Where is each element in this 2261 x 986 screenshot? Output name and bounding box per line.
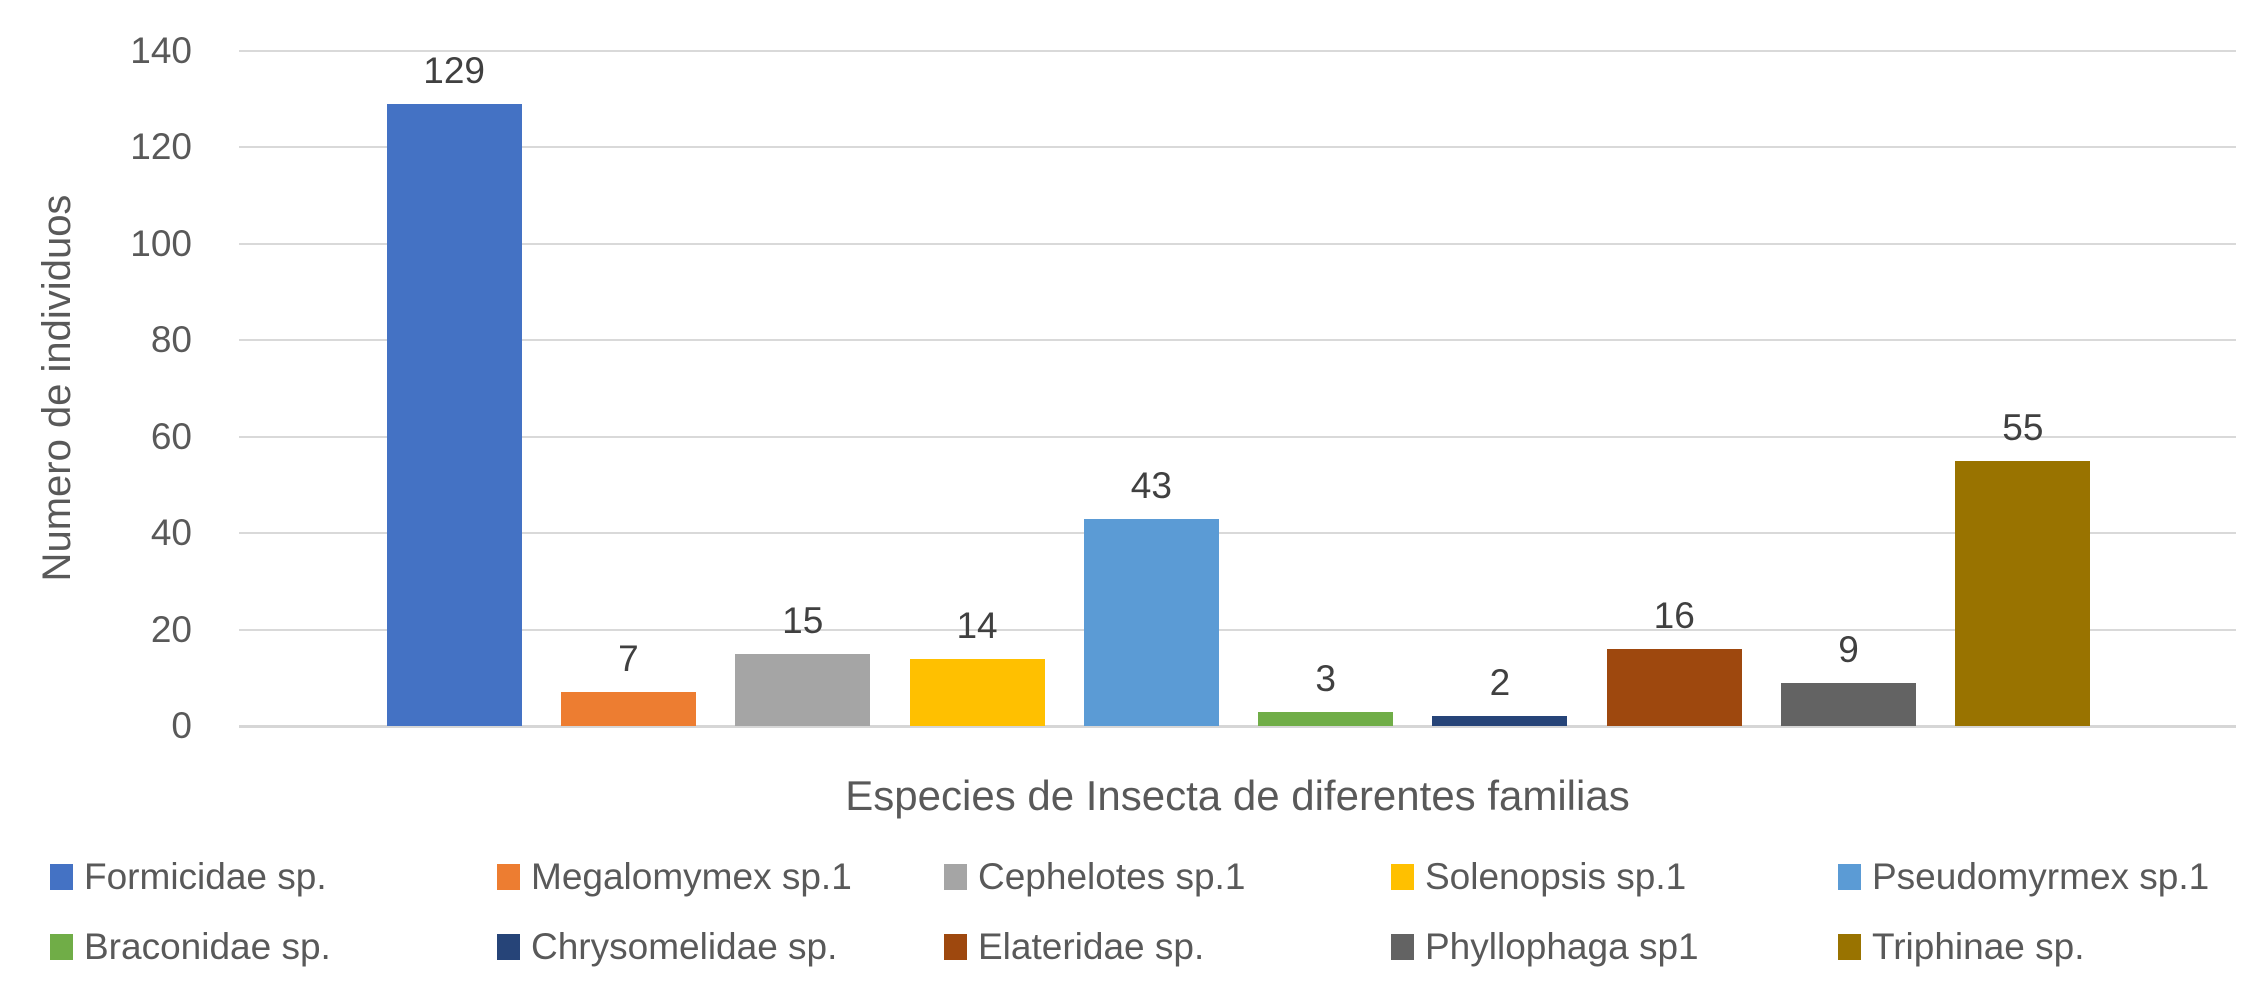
legend-swatch-elateridae-sp [944,934,967,960]
bar-megalomymex-sp-1 [560,692,696,726]
legend-label-megalomymex-sp-1: Megalomymex sp.1 [531,856,852,897]
bar-value-label-formicidae-sp: 129 [423,50,485,92]
bar-value-label-pseudomyrmex-sp-1: 43 [1130,464,1172,506]
legend-swatch-formicidae-sp [50,864,73,890]
y-tick-label-100: 100 [130,222,192,264]
legend: Formicidae sp. Megalomymex sp.1 Cephelotes… [50,842,2261,982]
gridline-100 [239,242,2236,245]
bar-value-label-chrysomelidae-sp: 2 [1489,662,1511,704]
bar-value-label-solenopsis-sp-1: 14 [956,604,998,646]
legend-item-elateridae-sp: Elateridae sp. [944,912,1391,982]
legend-label-pseudomyrmex-sp-1: Pseudomyrmex sp.1 [1872,856,2210,897]
gridline-80 [239,339,2236,342]
legend-label-solenopsis-sp-1: Solenopsis sp.1 [1425,856,1687,897]
gridline-40 [239,532,2236,535]
y-tick-label-80: 80 [150,319,192,361]
gridline-60 [239,435,2236,438]
legend-label-braconidae-sp: Braconidae sp. [84,926,331,967]
y-tick-label-140: 140 [130,30,192,71]
legend-swatch-chrysomelidae-sp [497,934,520,960]
legend-swatch-triphinae-sp [1838,934,1861,960]
gridline-20 [239,628,2236,631]
legend-item-triphinae-sp: Triphinae sp. [1838,912,2261,982]
bar-elateridae-sp [1606,648,1742,726]
legend-item-pseudomyrmex-sp-1: Pseudomyrmex sp.1 [1838,842,2261,912]
bar-pseudomyrmex-sp-1 [1083,518,1219,726]
y-tick-label-0: 0 [171,705,192,746]
bar-braconidae-sp [1258,711,1394,726]
bar-value-label-megalomymex-sp-1: 7 [618,638,639,680]
legend-swatch-phyllophaga-sp1 [1391,934,1414,960]
bar-formicidae-sp [386,104,522,726]
legend-label-cephelotes-sp-1: Cephelotes sp.1 [978,856,1246,897]
legend-item-megalomymex-sp-1: Megalomymex sp.1 [497,842,944,912]
legend-item-formicidae-sp: Formicidae sp. [50,842,497,912]
bar-phyllophaga-sp1 [1781,682,1917,726]
legend-item-braconidae-sp: Braconidae sp. [50,912,497,982]
y-tick-label-60: 60 [150,415,192,457]
legend-item-solenopsis-sp-1: Solenopsis sp.1 [1391,842,1838,912]
y-tick-label-120: 120 [130,126,192,168]
bar-value-label-cephelotes-sp-1: 15 [782,599,824,641]
bar-triphinae-sp [1955,460,2091,726]
legend-label-formicidae-sp: Formicidae sp. [84,856,327,897]
x-axis-title: Especies de Insecta de diferentes famili… [845,772,1630,819]
legend-swatch-braconidae-sp [50,934,73,960]
bar-cephelotes-sp-1 [735,653,871,726]
legend-label-chrysomelidae-sp: Chrysomelidae sp. [531,926,838,967]
y-tick-label-40: 40 [150,512,192,554]
legend-swatch-cephelotes-sp-1 [944,864,967,890]
legend-item-cephelotes-sp-1: Cephelotes sp.1 [944,842,1391,912]
gridline-0 [239,725,2236,728]
legend-swatch-solenopsis-sp-1 [1391,864,1414,890]
bar-value-label-elateridae-sp: 16 [1653,594,1695,636]
legend-item-phyllophaga-sp1: Phyllophaga sp1 [1391,912,1838,982]
y-tick-label-20: 20 [150,608,192,650]
legend-label-phyllophaga-sp1: Phyllophaga sp1 [1425,926,1699,967]
gridline-120 [239,146,2236,149]
legend-swatch-pseudomyrmex-sp-1 [1838,864,1861,890]
legend-label-triphinae-sp: Triphinae sp. [1872,926,2085,967]
legend-swatch-megalomymex-sp-1 [497,864,520,890]
bar-value-label-braconidae-sp: 3 [1315,657,1336,699]
bar-solenopsis-sp-1 [909,658,1045,726]
bar-value-label-phyllophaga-sp1: 9 [1838,628,1859,670]
gridline-140 [239,50,2236,52]
bar-value-label-triphinae-sp: 55 [2002,406,2044,448]
bar-chrysomelidae-sp [1432,716,1568,726]
legend-item-chrysomelidae-sp: Chrysomelidae sp. [497,912,944,982]
legend-label-elateridae-sp: Elateridae sp. [978,926,1205,967]
